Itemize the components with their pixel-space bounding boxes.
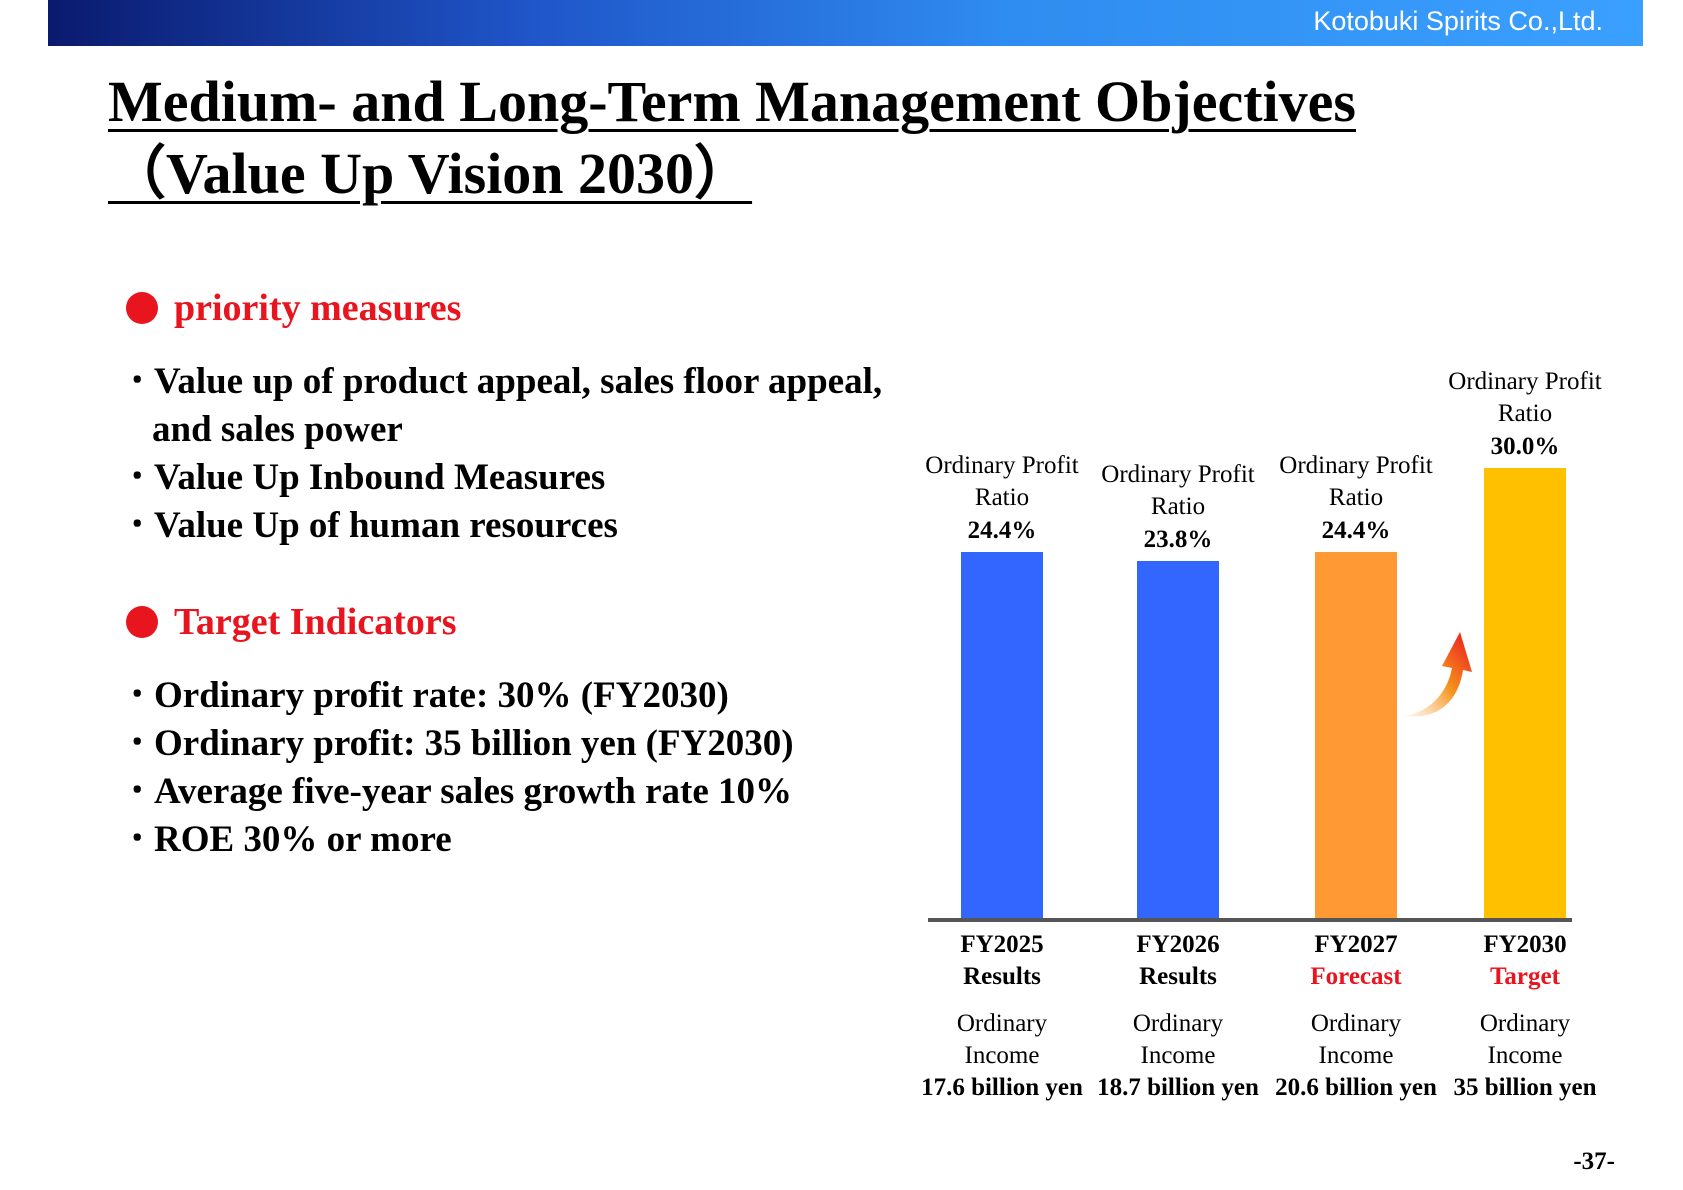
bar-label-title: Ordinary Profit [1448, 368, 1601, 395]
category-label: FY2026 [1136, 931, 1219, 958]
income-value: 35 billion yen [1453, 1074, 1596, 1101]
bar-label-title: Ordinary Profit [1279, 452, 1432, 479]
title-line-1: Medium- and Long-Term Management Objecti… [108, 69, 1356, 134]
bar-label-subtitle: Ratio [975, 484, 1029, 511]
list-item: ･ Value up of product appeal, sales floor… [128, 361, 883, 402]
targets-heading: Target Indicators [126, 600, 457, 644]
category-status-label: Results [1139, 963, 1217, 990]
income-value: 17.6 billion yen [921, 1074, 1083, 1101]
category-status-label: Forecast [1310, 963, 1402, 990]
bullet-dot-icon [126, 606, 158, 638]
bar [1137, 561, 1219, 918]
page-title: Medium- and Long-Term Management Objecti… [108, 66, 1356, 210]
list-item: ･ ROE 30% or more [128, 819, 452, 860]
income-value: 18.7 billion yen [1097, 1074, 1259, 1101]
bar-label-subtitle: Ratio [1329, 484, 1383, 511]
list-item: ･ Average five-year sales growth rate 10% [128, 771, 793, 812]
income-label-line1: Ordinary [957, 1010, 1048, 1037]
list-item: ･ Value Up Inbound Measures [128, 457, 606, 498]
list-item: ･ Ordinary profit: 35 billion yen (FY2030… [128, 723, 794, 764]
income-label-line2: Income [1319, 1042, 1394, 1069]
targets-list: ･ Ordinary profit rate: 30% (FY2030) ･ Ord… [128, 672, 794, 864]
page-number: -37- [1573, 1148, 1615, 1175]
income-label-line1: Ordinary [1480, 1010, 1571, 1037]
income-label-line2: Income [965, 1042, 1040, 1069]
bar-label-subtitle: Ratio [1151, 493, 1205, 520]
category-label: FY2030 [1483, 931, 1566, 958]
growth-arrow-icon [1404, 632, 1472, 717]
priority-heading: priority measures [126, 286, 461, 330]
category-label: FY2025 [960, 931, 1043, 958]
category-status-label: Target [1490, 963, 1561, 990]
bar-value-label: 23.8% [1144, 526, 1213, 553]
title-line-2: （Value Up Vision 2030） [108, 141, 753, 206]
bar-label-subtitle: Ratio [1498, 400, 1552, 427]
category-label: FY2027 [1314, 931, 1397, 958]
bar [1484, 468, 1566, 918]
list-item: ･ Value Up of human resources [128, 505, 618, 546]
bar [1315, 552, 1397, 918]
income-label-line1: Ordinary [1133, 1010, 1224, 1037]
bullet-dot-icon [126, 292, 158, 324]
company-name: Kotobuki Spirits Co.,Ltd. [1313, 6, 1603, 36]
priority-list: ･ Value up of product appeal, sales floor… [128, 358, 882, 550]
bar [961, 552, 1043, 918]
targets-heading-text: Target Indicators [174, 601, 457, 643]
income-value: 20.6 billion yen [1275, 1074, 1437, 1101]
bar-value-label: 24.4% [1322, 517, 1391, 544]
category-status-label: Results [963, 963, 1041, 990]
list-item: ･ Ordinary profit rate: 30% (FY2030) [128, 675, 729, 716]
income-label-line1: Ordinary [1311, 1010, 1402, 1037]
income-label-line2: Income [1488, 1042, 1563, 1069]
header-bar: Kotobuki Spirits Co.,Ltd. [48, 0, 1643, 46]
priority-heading-text: priority measures [174, 287, 462, 329]
list-item-continued: and sales power [152, 409, 403, 450]
bar-label-title: Ordinary Profit [1101, 461, 1254, 488]
bar-value-label: 30.0% [1491, 433, 1560, 460]
bar-value-label: 24.4% [968, 517, 1037, 544]
bar-label-title: Ordinary Profit [925, 452, 1078, 479]
income-label-line2: Income [1141, 1042, 1216, 1069]
